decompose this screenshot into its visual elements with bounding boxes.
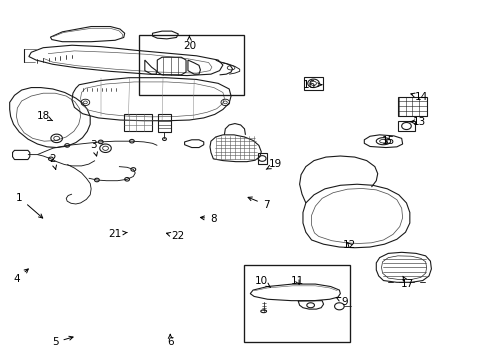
Text: 6: 6 [166, 334, 173, 347]
Text: 16: 16 [302, 80, 321, 90]
Bar [257, 153, 266, 164]
Text: 17: 17 [400, 276, 413, 289]
Text: 15: 15 [381, 136, 394, 146]
Text: 22: 22 [166, 231, 183, 242]
Text: 21: 21 [108, 229, 127, 239]
Text: 11: 11 [290, 275, 303, 285]
Text: 2: 2 [49, 154, 57, 170]
Text: 13: 13 [409, 117, 425, 127]
Bar [397, 121, 414, 131]
Bar [304, 77, 322, 90]
Text: 4: 4 [14, 269, 28, 284]
Text: 1: 1 [16, 193, 42, 218]
Text: 14: 14 [410, 92, 427, 102]
Text: 18: 18 [37, 112, 53, 121]
Text: 19: 19 [265, 159, 282, 169]
Text: 7: 7 [247, 197, 269, 210]
Bar [397, 97, 426, 117]
Text: 9: 9 [336, 297, 348, 307]
Bar [244, 265, 349, 342]
Text: 5: 5 [52, 336, 73, 347]
Text: 12: 12 [343, 240, 356, 250]
Bar [139, 35, 244, 95]
Text: 10: 10 [254, 275, 270, 287]
Bar [158, 114, 170, 132]
Bar [123, 114, 151, 131]
Text: 3: 3 [90, 140, 97, 156]
Text: 8: 8 [200, 214, 216, 224]
Text: 20: 20 [183, 35, 196, 51]
